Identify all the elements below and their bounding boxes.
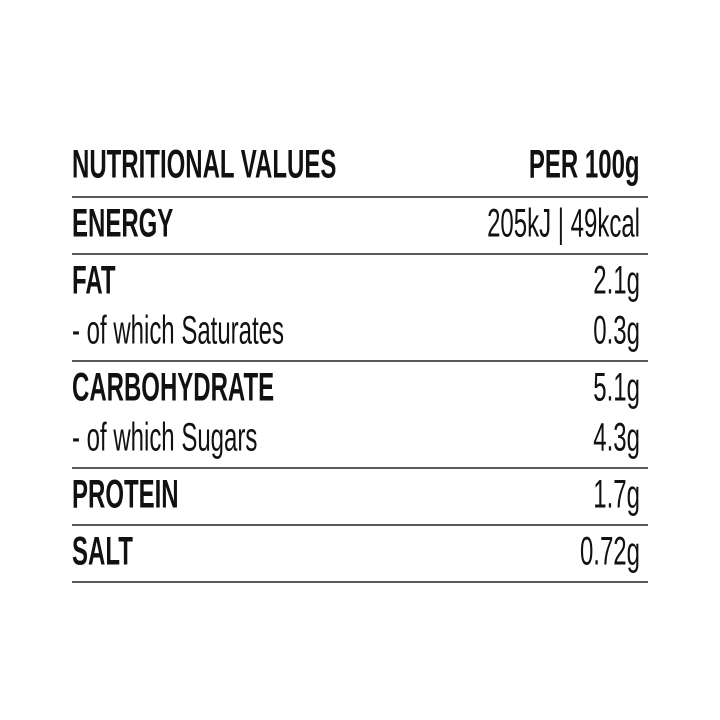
text-layer: NUTRITIONAL VALUES PER 100g ENERGY 205kJ … xyxy=(72,141,640,573)
row-label: - of which Sugars xyxy=(72,414,257,459)
row-value: 5.1g xyxy=(593,364,640,409)
header-title: NUTRITIONAL VALUES xyxy=(72,141,336,186)
row-label: SALT xyxy=(72,528,133,573)
row-value: 1.7g xyxy=(593,471,640,516)
header-per: PER 100g xyxy=(529,141,640,186)
row-value: 205kJ | 49kcal xyxy=(487,200,640,245)
row-value: 0.3g xyxy=(593,307,640,352)
row-value: 2.1g xyxy=(593,257,640,302)
row-label: CARBOHYDRATE xyxy=(72,364,274,409)
row-label: - of which Saturates xyxy=(72,307,284,352)
row-value: 0.72g xyxy=(580,528,640,573)
row-label: FAT xyxy=(72,257,116,302)
row-value: 4.3g xyxy=(593,414,640,459)
row-label: PROTEIN xyxy=(72,471,179,516)
row-label: ENERGY xyxy=(72,200,173,245)
